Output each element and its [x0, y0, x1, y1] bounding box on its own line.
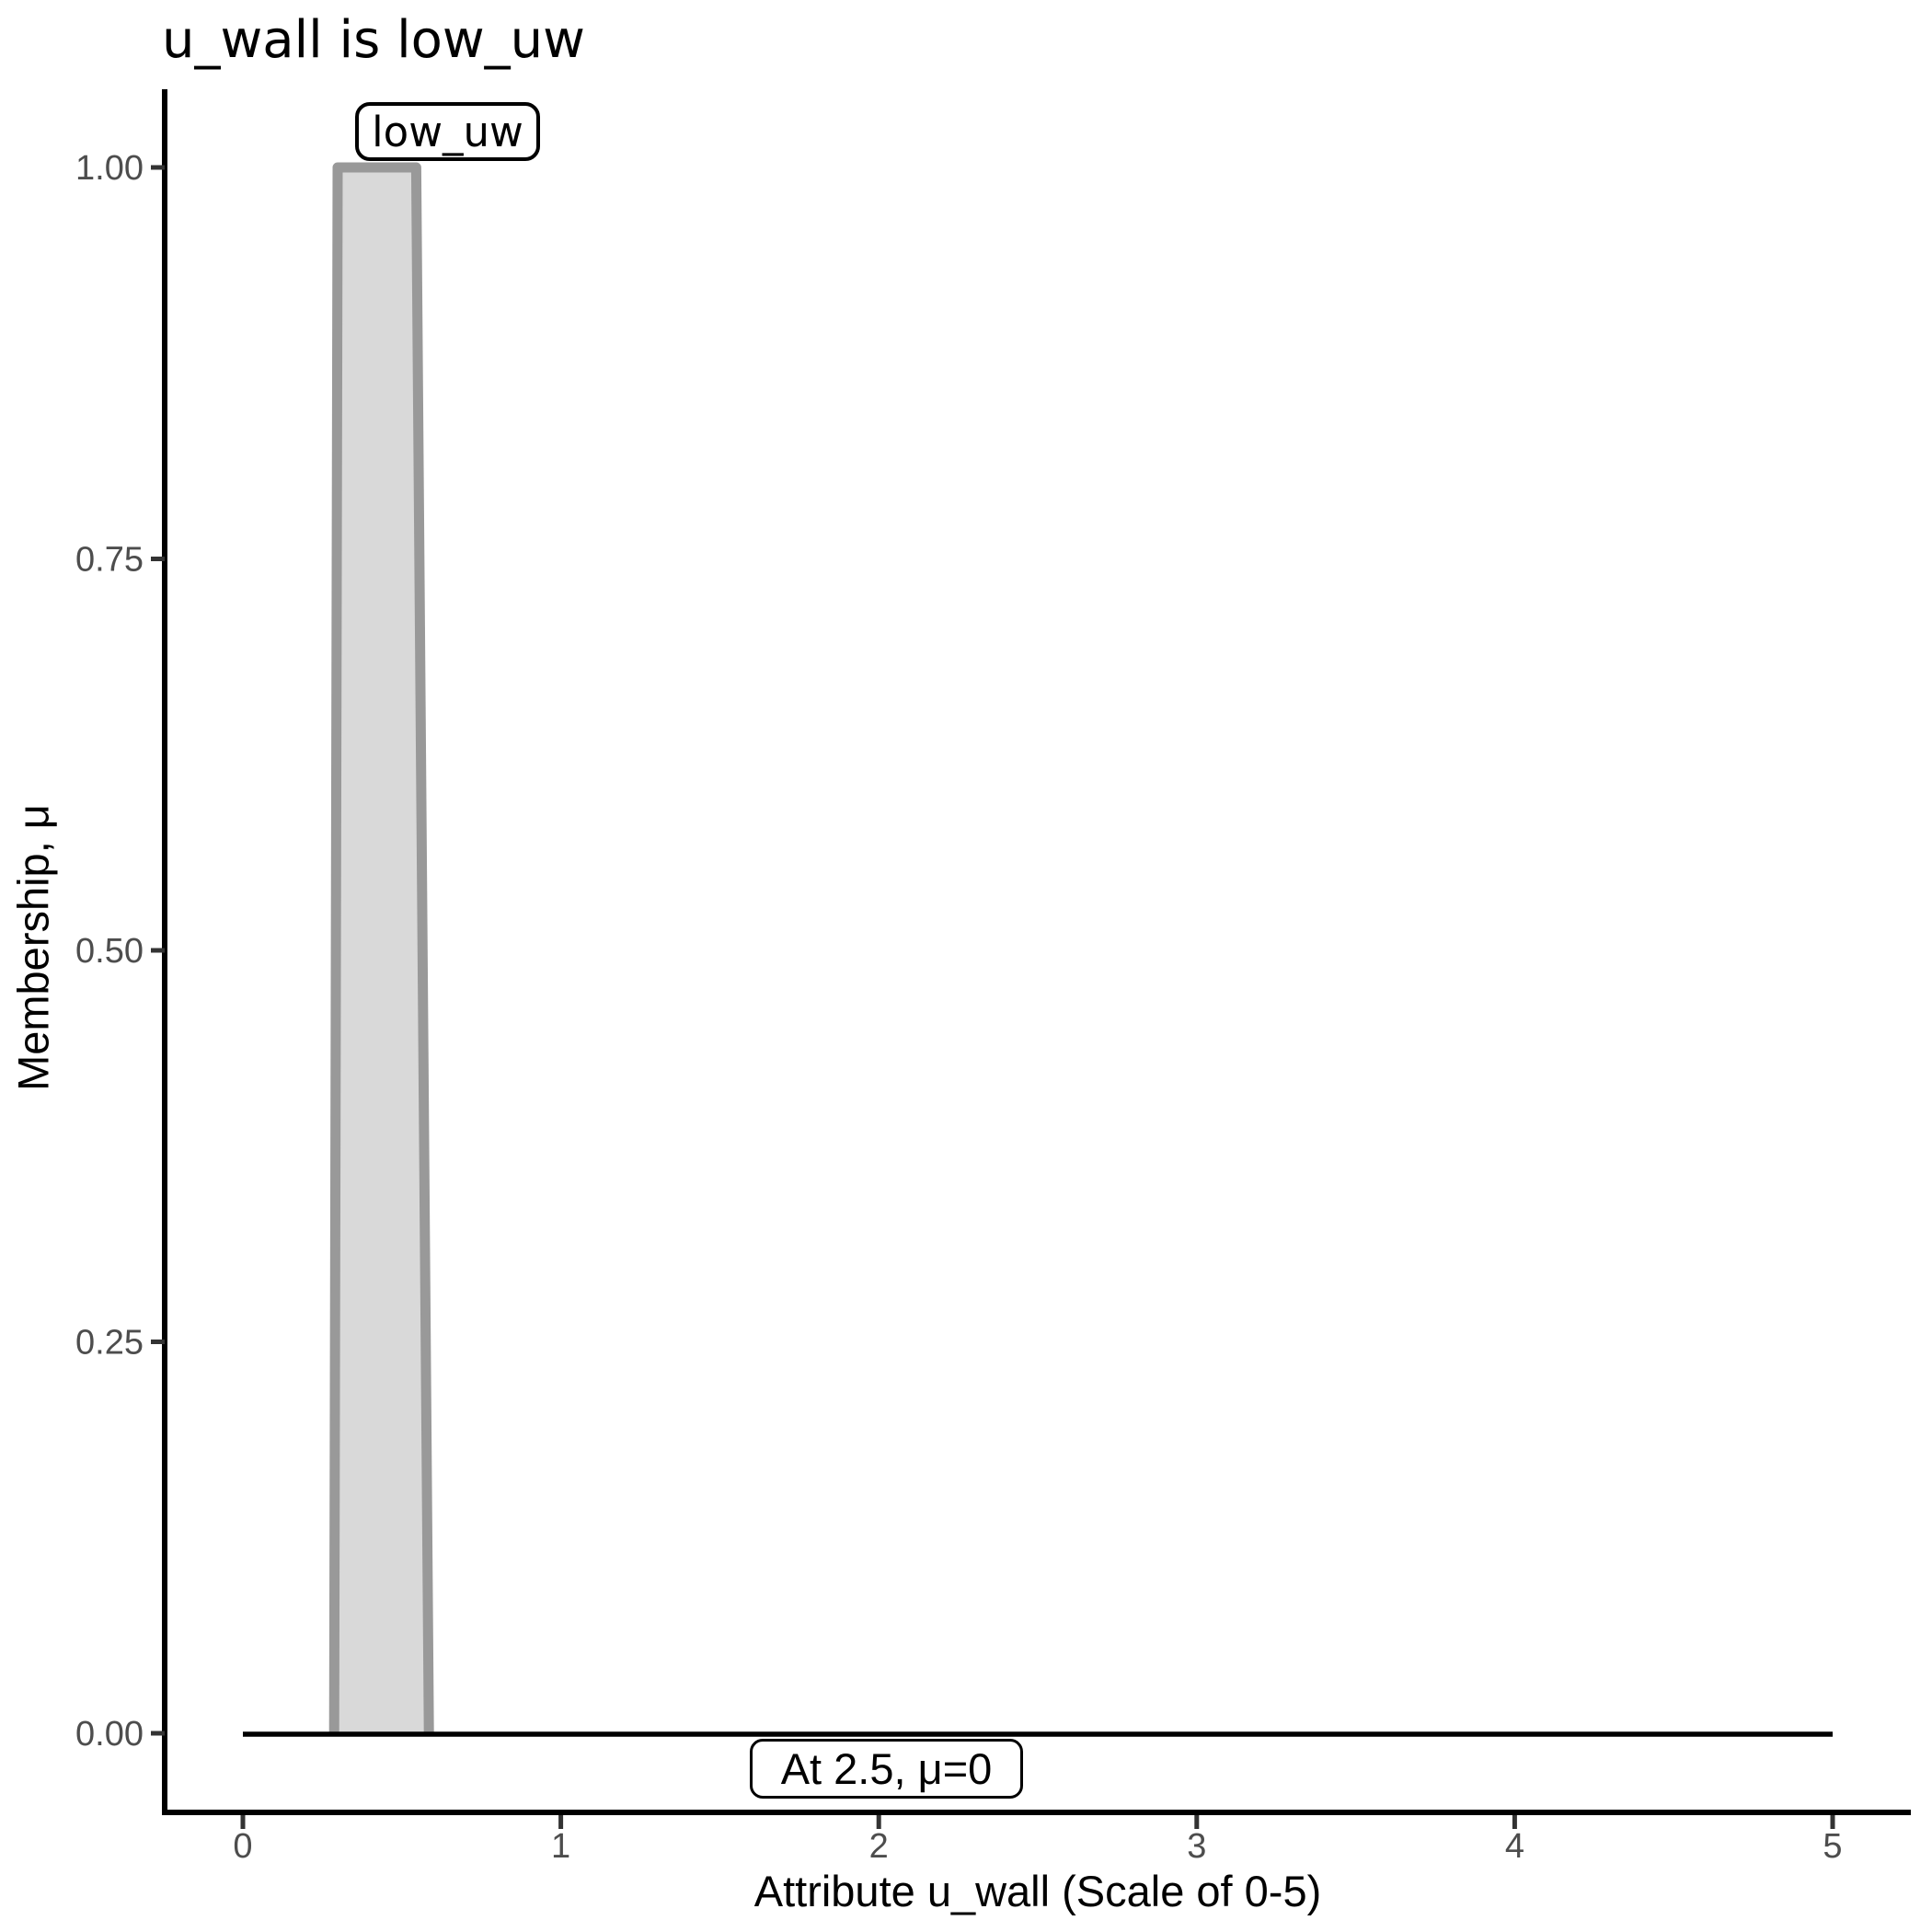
x-tick-label: 0: [233, 1827, 252, 1866]
x-tick-label: 4: [1505, 1827, 1524, 1866]
annotation-low-uw-label: low_uw: [355, 102, 540, 161]
x-tick-label: 5: [1823, 1827, 1842, 1866]
annotation-at-2-5-label: At 2.5, μ=0: [750, 1739, 1023, 1799]
y-tick-label: 0.50: [75, 932, 144, 971]
x-tick-label: 1: [551, 1827, 570, 1866]
y-axis-title: Membership, μ: [8, 804, 58, 1091]
annotation-low-uw-text: low_uw: [372, 107, 523, 156]
y-tick-label: 0.25: [75, 1324, 144, 1363]
y-tick-label: 1.00: [75, 149, 144, 188]
chart-title: u_wall is low_uw: [162, 10, 585, 70]
x-tick-label: 3: [1187, 1827, 1206, 1866]
membership-area-outline: [328, 162, 434, 1734]
x-tick-label: 2: [869, 1827, 889, 1866]
y-tick-label: 0.00: [75, 1715, 144, 1754]
y-tick-label: 0.75: [75, 541, 144, 580]
annotation-at-2-5-text: At 2.5, μ=0: [780, 1744, 993, 1793]
membership-area-fill: [334, 167, 430, 1733]
x-axis-title: Attribute u_wall (Scale of 0-5): [753, 1867, 1322, 1915]
